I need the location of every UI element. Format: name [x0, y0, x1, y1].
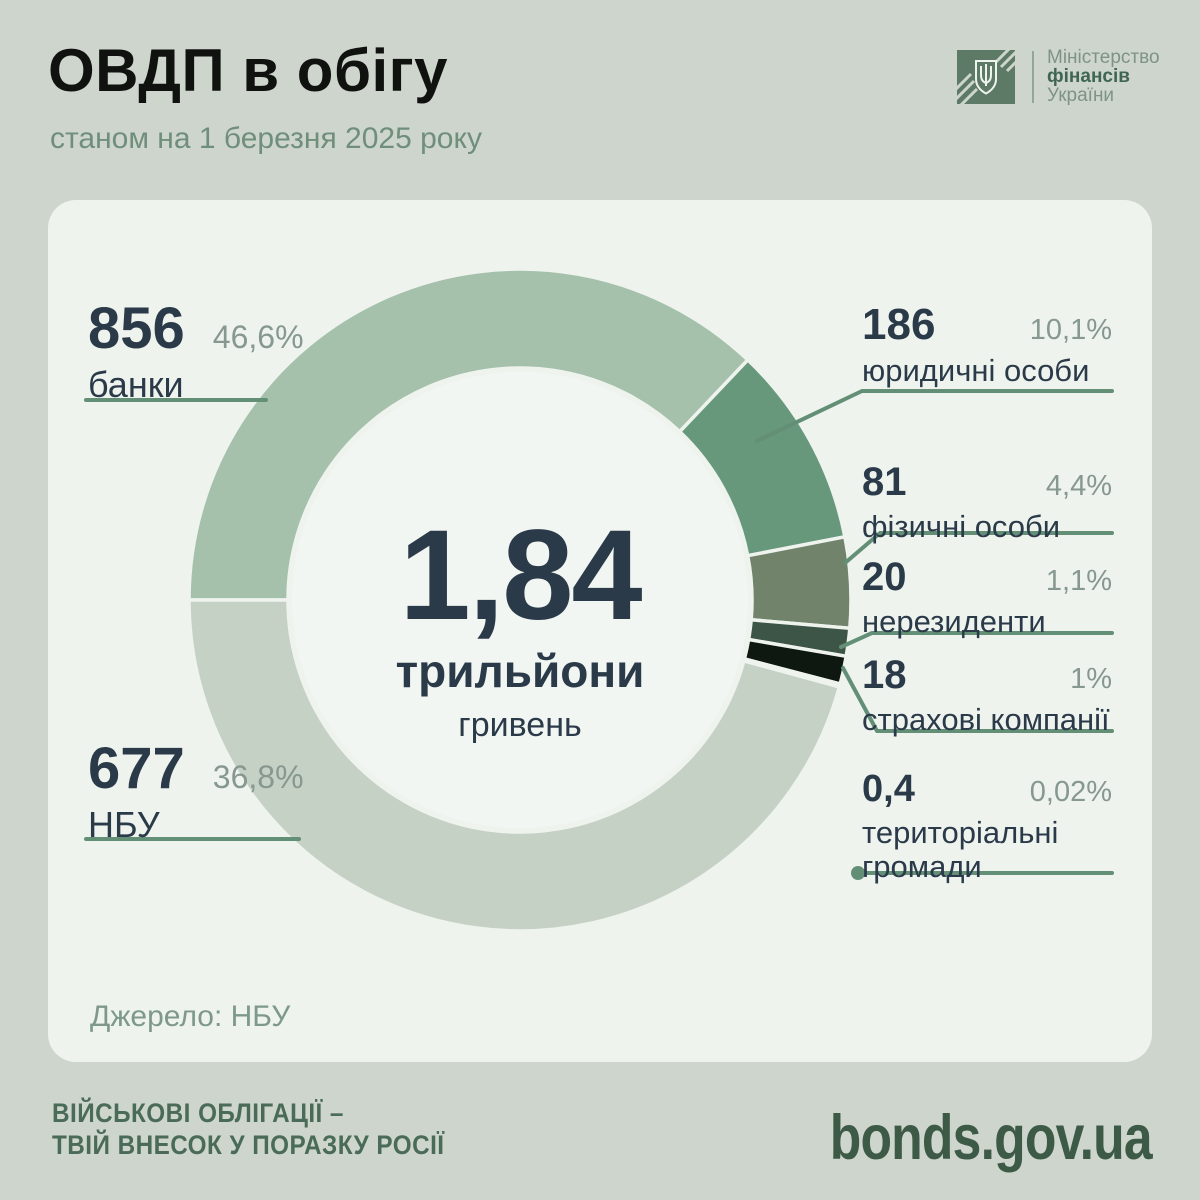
- logo-divider: [1032, 50, 1034, 103]
- non-residents-percent: 1,1%: [1045, 565, 1112, 597]
- source-note: Джерело: НБУ: [90, 1000, 291, 1033]
- footer-slogan: ВІЙСЬКОВІ ОБЛІГАЦІЇ – ТВІЙ ВНЕСОК У ПОРА…: [52, 1097, 444, 1161]
- total-value: 1,84: [399, 504, 642, 647]
- footer-slogan-line1: ВІЙСЬКОВІ ОБЛІГАЦІЇ –: [52, 1098, 344, 1128]
- legal-entities-name: юридичні особи: [862, 353, 1090, 388]
- total-unit: трильйони: [395, 645, 645, 697]
- label-individuals: 81 4,4% фізичні особи: [862, 462, 1112, 544]
- page-title: ОВДП в обігу: [48, 37, 449, 104]
- banks-value: 856: [88, 296, 185, 361]
- territorial-communities-value: 0,4: [862, 768, 915, 810]
- label-nbu: 677 36,8% НБУ: [88, 740, 304, 846]
- insurance-companies-value: 18: [862, 653, 907, 697]
- page-subtitle: станом на 1 березня 2025 року: [50, 122, 482, 155]
- trident-emblem-icon: [957, 49, 1015, 104]
- individuals-value: 81: [862, 460, 907, 504]
- label-territorial-communities: 0,4 0,02% територіальні громади: [862, 770, 1112, 884]
- label-banks: 856 46,6% банки: [88, 300, 304, 406]
- label-non-residents: 20 1,1% нерезиденти: [862, 557, 1112, 639]
- territorial-communities-name: територіальні громади: [862, 815, 1059, 884]
- banks-percent: 46,6%: [212, 319, 304, 355]
- insurance-companies-name: страхові компанії: [862, 702, 1110, 737]
- non-residents-value: 20: [862, 555, 907, 599]
- total-currency: гривень: [458, 706, 582, 744]
- bonds-site-link[interactable]: bonds.gov.ua: [829, 1103, 1153, 1173]
- territorial-communities-percent: 0,02%: [1029, 776, 1112, 808]
- ministry-logo: Міністерство фінансів України: [957, 48, 1160, 105]
- ministry-name-line3: України: [1047, 85, 1115, 106]
- nbu-name: НБУ: [88, 804, 160, 845]
- ministry-name: Міністерство фінансів України: [1047, 48, 1160, 105]
- banks-name: банки: [88, 364, 184, 405]
- nbu-value: 677: [88, 736, 185, 801]
- footer-slogan-line2: ТВІЙ ВНЕСОК У ПОРАЗКУ РОСІЇ: [52, 1130, 445, 1160]
- individuals-percent: 4,4%: [1045, 470, 1112, 502]
- ministry-name-line1: Міністерство: [1047, 47, 1160, 68]
- label-insurance-companies: 18 1% страхові компанії: [862, 655, 1112, 737]
- insurance-companies-percent: 1%: [1070, 663, 1112, 695]
- nbu-percent: 36,8%: [212, 759, 304, 795]
- legal-entities-value: 186: [862, 300, 936, 349]
- label-legal-entities: 186 10,1% юридичні особи: [862, 303, 1112, 388]
- non-residents-name: нерезиденти: [862, 604, 1046, 639]
- donut-center-label: 1,84 трильйони гривень: [320, 512, 720, 745]
- individuals-name: фізичні особи: [862, 509, 1061, 544]
- ministry-name-line2: фінансів: [1047, 66, 1130, 87]
- legal-entities-percent: 10,1%: [1029, 314, 1112, 346]
